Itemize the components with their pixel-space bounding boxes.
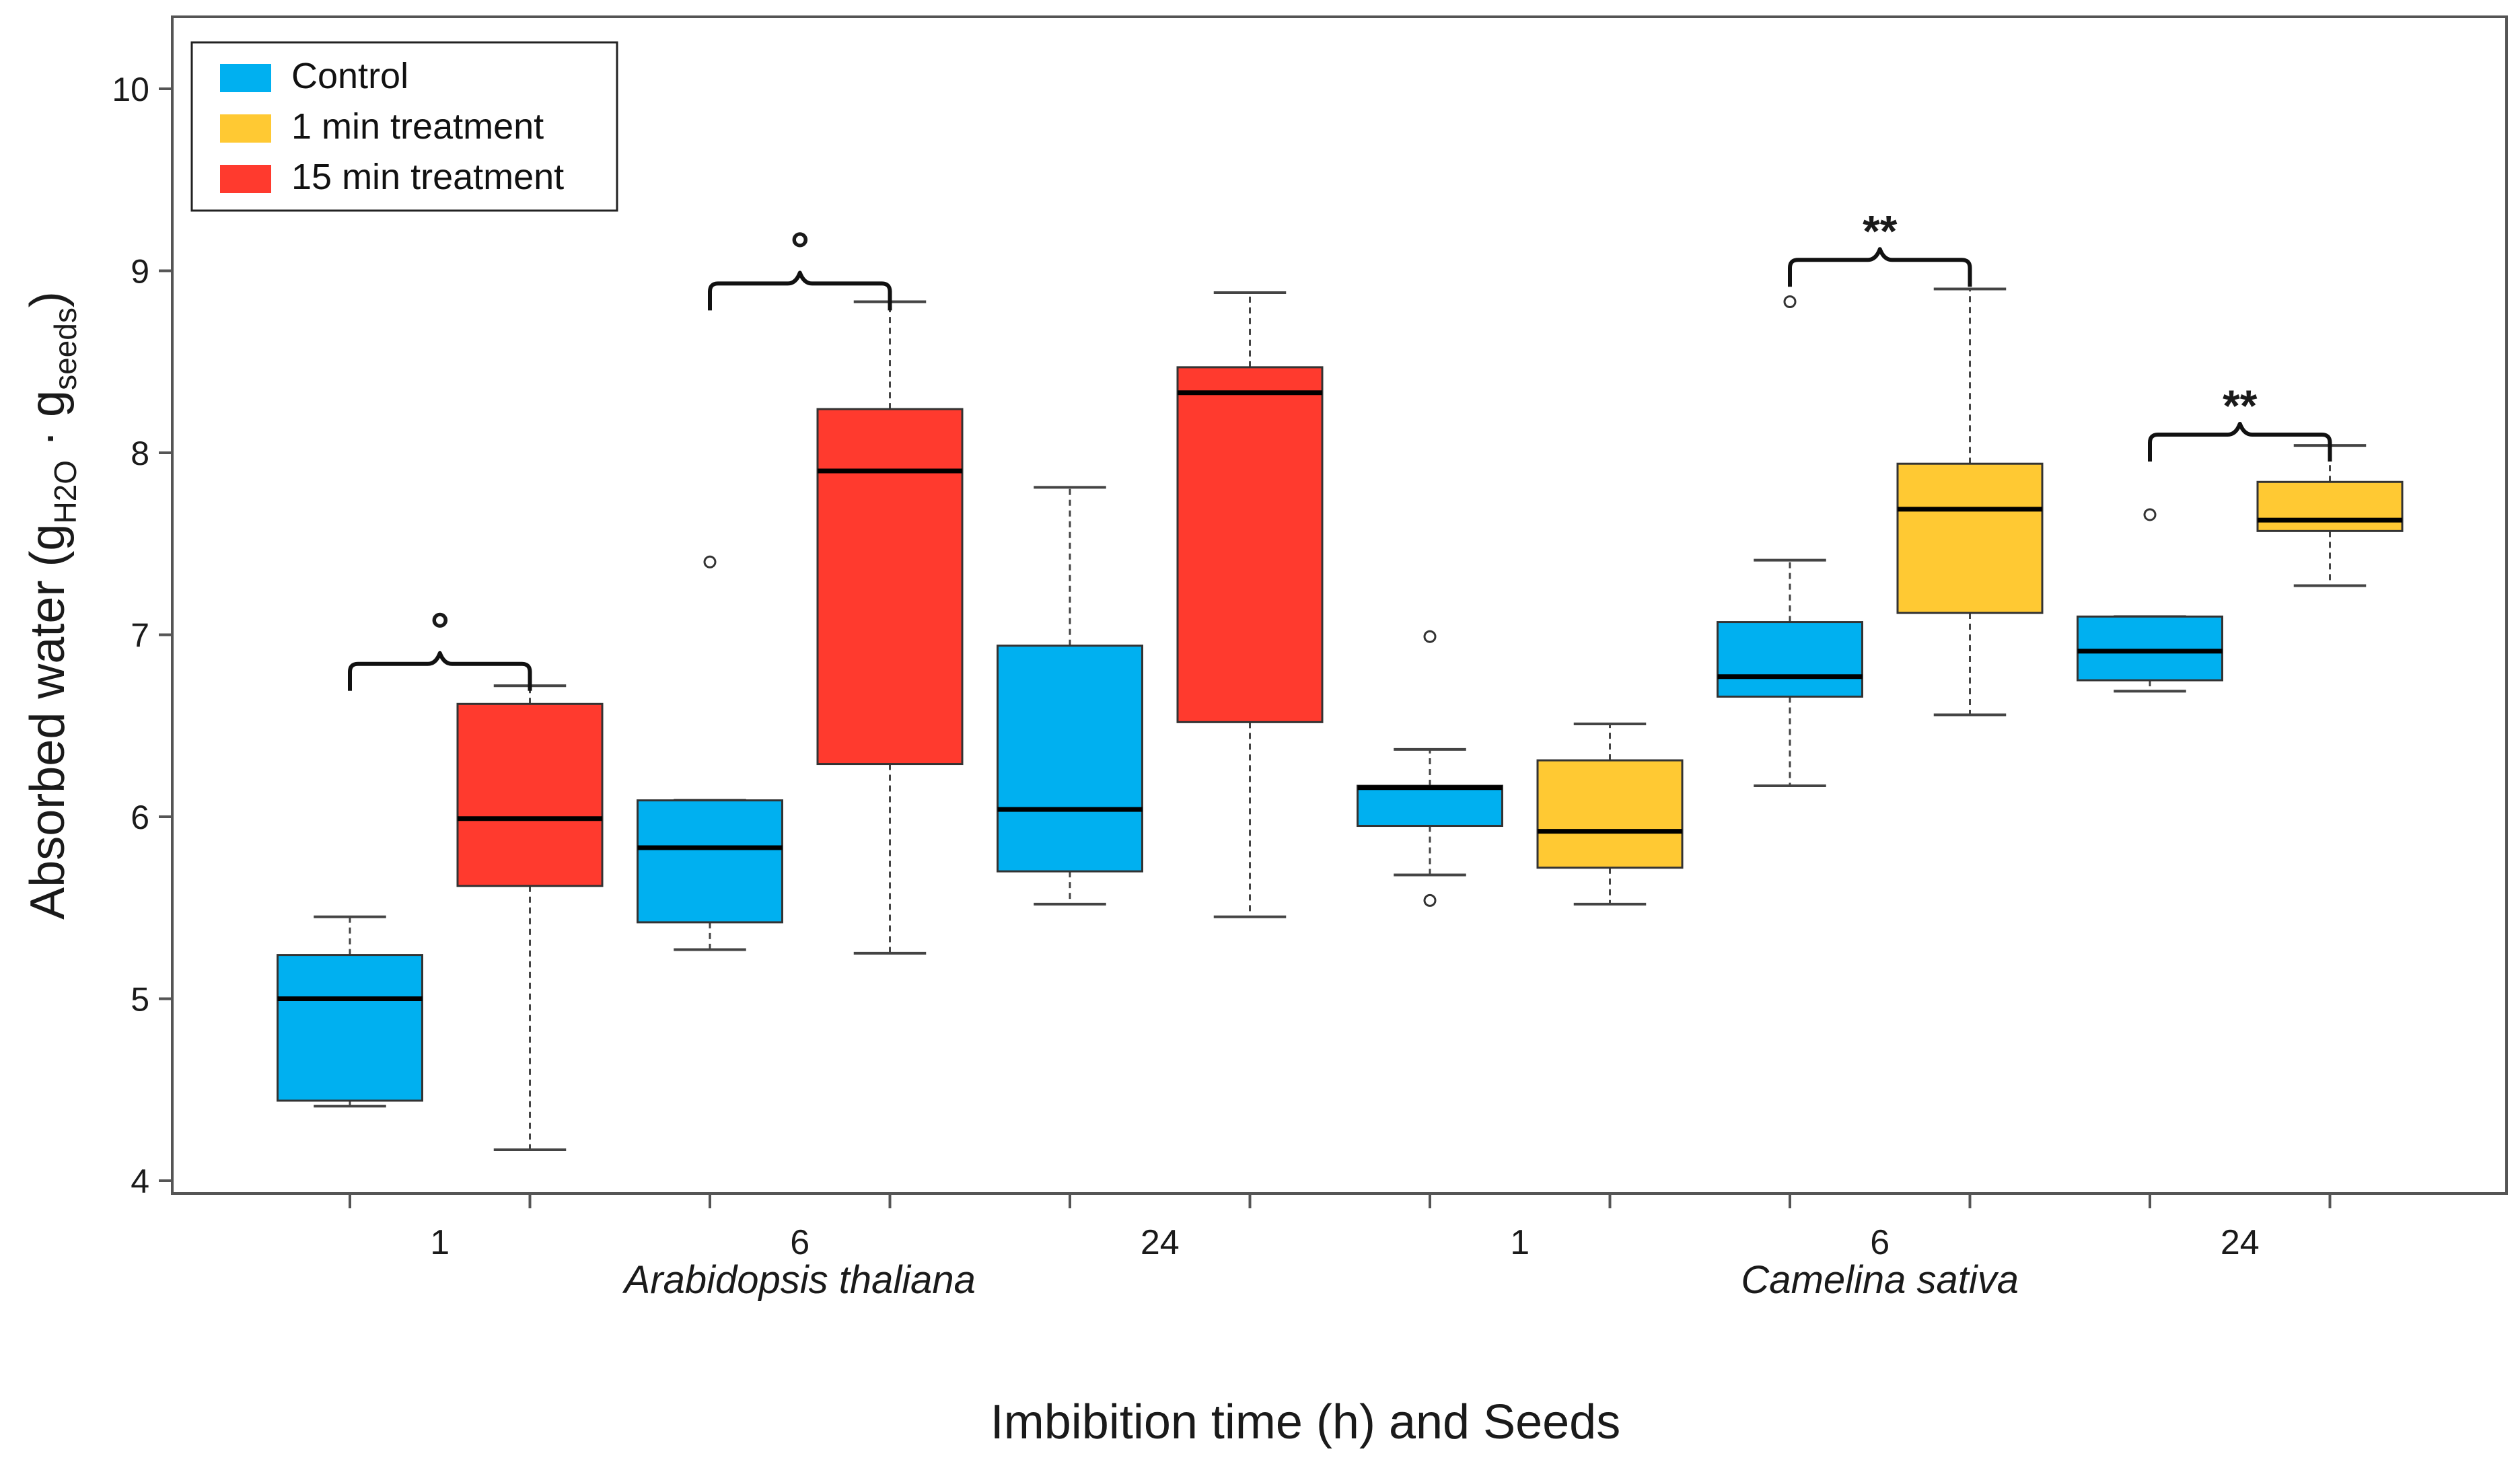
- box-body: [997, 645, 1143, 873]
- y-tick-label: 5: [131, 981, 149, 1019]
- box-body: [2077, 615, 2223, 682]
- x-axis-label: Imbibition time (h) and Seeds: [991, 1395, 1620, 1449]
- y-tick-label: 6: [131, 799, 149, 836]
- box-9: [1717, 295, 1863, 788]
- box-body: [637, 799, 783, 924]
- y-axis-ticks: 4 5 6 7 8 9 10: [112, 71, 172, 1200]
- box-body: [1176, 366, 1324, 723]
- legend-label: 1 min treatment: [291, 106, 544, 147]
- significance-label: **: [2223, 381, 2258, 431]
- bracket-line: [2148, 421, 2332, 462]
- legend: Control 1 min treatment 15 min treatment: [190, 41, 618, 212]
- outlier-point: [1783, 295, 1797, 308]
- x-tick-label: 24: [2221, 1223, 2260, 1262]
- outlier-point: [2143, 508, 2157, 521]
- plot-frame: [171, 15, 2508, 1195]
- significance-brackets: ° ° ** **: [348, 206, 2332, 691]
- y-label-mid: · g: [21, 390, 75, 460]
- y-tick-label: 7: [131, 617, 149, 655]
- box-body: [1357, 784, 1503, 828]
- x-tick-label: 1: [430, 1223, 449, 1262]
- y-axis-label: Absorbed water (gH2O · gseeds): [21, 291, 83, 920]
- legend-swatch: [220, 114, 271, 143]
- significance-bracket-3: **: [1788, 206, 1972, 287]
- box-2: [456, 684, 604, 1152]
- box-4: [816, 300, 964, 955]
- species-group-label: Camelina sativa: [1741, 1258, 2019, 1302]
- bracket-line: [708, 270, 892, 311]
- significance-bracket-2: °: [708, 223, 892, 311]
- significance-bracket-1: °: [348, 603, 532, 691]
- box-series: [277, 287, 2404, 1152]
- box-1: [277, 915, 423, 1108]
- legend-swatch: [220, 165, 271, 193]
- x-tick-label: 6: [1870, 1223, 1889, 1262]
- legend-label: 15 min treatment: [291, 157, 564, 197]
- outlier-point: [1423, 630, 1437, 643]
- box-body: [1536, 759, 1684, 869]
- legend-swatch: [220, 64, 271, 92]
- box-3: [637, 555, 783, 951]
- y-tick-label: 9: [131, 253, 149, 291]
- significance-label: °: [790, 223, 809, 277]
- outlier-point: [703, 555, 717, 568]
- legend-label: Control: [291, 56, 408, 96]
- box-body: [277, 954, 423, 1102]
- x-tick-label: 6: [790, 1223, 809, 1262]
- outlier-point: [1423, 893, 1437, 907]
- y-label-sub-seeds: seeds: [48, 307, 83, 390]
- significance-label: °: [430, 603, 449, 657]
- x-tick-label: 1: [1510, 1223, 1529, 1262]
- bracket-line: [348, 651, 532, 691]
- significance-label: **: [1863, 206, 1898, 256]
- x-tick-label: 24: [1141, 1223, 1180, 1262]
- box-8: [1536, 723, 1684, 906]
- box-12: [2256, 444, 2404, 587]
- box-body: [816, 408, 964, 766]
- box-body: [1896, 462, 2044, 614]
- box-6: [1176, 291, 1324, 918]
- species-group-label: Arabidopsis thaliana: [622, 1258, 976, 1302]
- y-tick-label: 4: [131, 1163, 149, 1200]
- y-tick-label: 10: [112, 71, 149, 108]
- y-label-sub-h2o: H2O: [48, 460, 83, 524]
- y-label-main: Absorbed water (g: [21, 524, 75, 920]
- box-5: [997, 486, 1143, 906]
- box-11: [2077, 508, 2223, 693]
- box-10: [1896, 287, 2044, 717]
- box-body: [1717, 621, 1863, 698]
- box-body: [456, 702, 604, 887]
- significance-bracket-4: **: [2148, 381, 2332, 462]
- y-tick-label: 8: [131, 435, 149, 472]
- box-7: [1357, 630, 1503, 907]
- y-label-close: ): [21, 291, 75, 307]
- x-axis-ticks: 1 6 24 1 6 24 Arabidopsis thaliana Camelina sat…: [349, 1194, 2332, 1302]
- bracket-line: [1788, 247, 1972, 287]
- box-body: [2256, 480, 2404, 532]
